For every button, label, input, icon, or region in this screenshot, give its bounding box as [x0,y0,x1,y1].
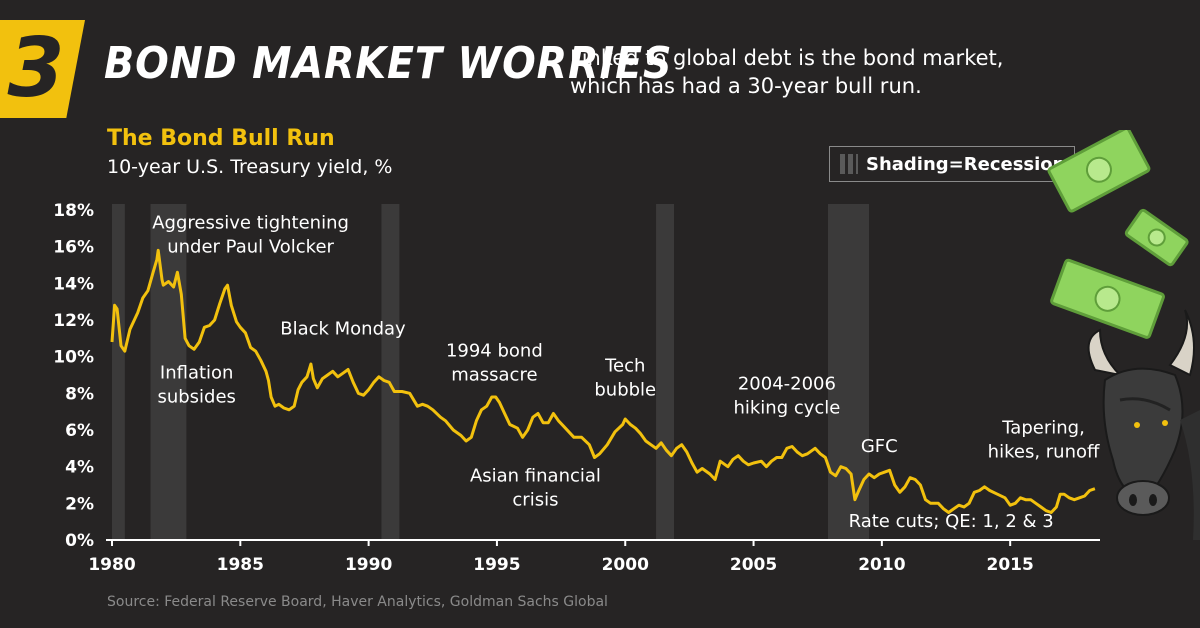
legend-label: Shading=Recession [866,153,1066,175]
y-tick-label: 8% [65,384,94,404]
x-tick-label: 2000 [602,555,649,575]
recession-band [381,204,400,540]
x-tick-label: 1985 [217,555,264,575]
y-tick-label: 0% [65,531,94,551]
annotations: Aggressive tightening under Paul Volcker I… [152,212,1100,532]
recession-band [112,204,125,540]
section-number-badge: 3 [0,20,85,118]
y-tick-label: 10% [53,348,94,368]
annotation-label: 2004-2006 hiking cycle [733,374,840,419]
intro-text: Linked to global debt is the bond market… [570,46,1004,98]
annotation-label: Black Monday [280,319,406,340]
chart-subtitle: 10-year U.S. Treasury yield, % [107,156,393,178]
yield-series [110,248,1096,514]
y-tick-label: 6% [65,421,94,441]
y-tick-label: 12% [53,311,94,331]
headline: BOND MARKET WORRIES [104,38,673,89]
annotation-label: Rate cuts; QE: 1, 2 & 3 [849,511,1054,532]
y-tick-label: 14% [53,274,94,294]
annotation-label: Asian financial crisis [470,465,601,510]
annotation-label: Aggressive tightening under Paul Volcker [152,212,349,257]
y-tick-label: 18% [53,201,94,221]
x-tick-label: 2015 [987,555,1034,575]
x-tick-label: 1980 [88,555,135,575]
recession-band [656,204,675,540]
x-tick-label: 1990 [345,555,392,575]
x-tick-label: 2005 [730,555,777,575]
y-tick-label: 4% [65,458,94,478]
y-tick-label: 16% [53,238,94,258]
recession-swatch [840,154,858,174]
annotation-label: 1994 bond massacre [446,341,543,386]
axes: 1980 1985 1990 1995 2000 2005 2010 2015 0% 2% 4% 6%… [53,201,1100,575]
annotation-label: Inflation subsides [157,363,235,408]
source-note: Source: Federal Reserve Board, Haver Ana… [107,594,608,610]
chart-title: The Bond Bull Run [107,126,335,151]
bull-icon [1087,309,1200,540]
money-bill-icon [1047,130,1189,339]
annotation-label: Tapering, hikes, runoff [988,418,1100,463]
x-tick-label: 2010 [858,555,905,575]
annotation-label: Tech bubble [594,355,656,400]
y-tick-label: 2% [65,494,94,514]
recession-band [827,204,870,540]
annotation-label: GFC [861,436,898,457]
section-number: 3 [7,21,65,116]
yield-line [110,248,1096,514]
x-tick-label: 1995 [473,555,520,575]
